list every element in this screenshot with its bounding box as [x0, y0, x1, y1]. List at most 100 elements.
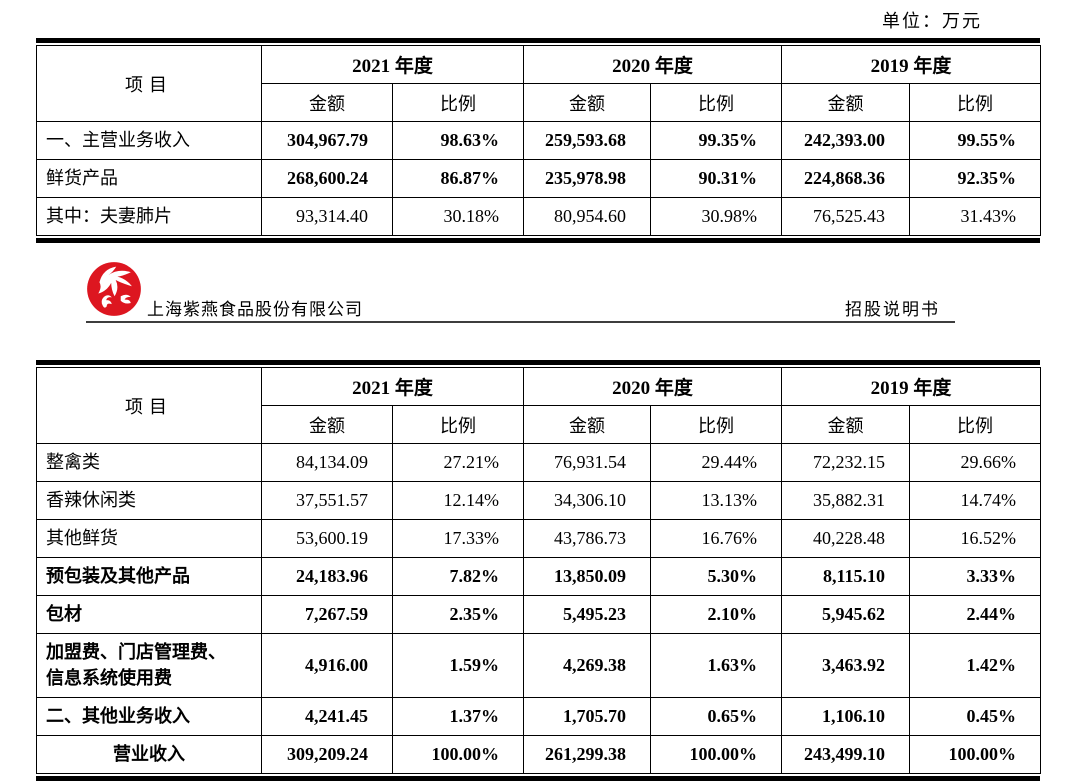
- row-label: 整禽类: [36, 443, 262, 482]
- cell-ratio: 90.31%: [650, 159, 783, 198]
- cell-amount: 261,299.38: [523, 735, 652, 774]
- row-label: 其他鲜货: [36, 519, 262, 558]
- row-label: 香辣休闲类: [36, 481, 262, 520]
- cell-ratio: 100.00%: [391, 735, 525, 774]
- cell-ratio: 30.18%: [391, 197, 525, 236]
- cell-amount: 93,314.40: [261, 197, 393, 236]
- revenue-summary-table: 项目 2021 年度 2020 年度 2019 年度 金额 比例 金额 比例 金…: [36, 38, 1042, 243]
- cell-ratio: 92.35%: [909, 159, 1042, 198]
- cell-amount: 5,495.23: [523, 595, 652, 634]
- cell-ratio: 27.21%: [391, 443, 525, 482]
- header-amount: 金额: [523, 83, 652, 122]
- cell-amount: 3,463.92: [781, 633, 911, 698]
- cell-ratio: 99.35%: [650, 121, 783, 160]
- header-year-2020: 2020 年度: [523, 367, 783, 406]
- cell-ratio: 12.14%: [391, 481, 525, 520]
- cell-amount: 8,115.10: [781, 557, 911, 596]
- cell-amount: 43,786.73: [523, 519, 652, 558]
- cell-amount: 13,850.09: [523, 557, 652, 596]
- header-ratio: 比例: [650, 405, 783, 444]
- unit-label: 单位：万元: [882, 11, 982, 31]
- header-amount: 金额: [523, 405, 652, 444]
- cell-ratio: 100.00%: [650, 735, 783, 774]
- table-row: 二、其他业务收入 4,241.45 1.37% 1,705.70 0.65% 1…: [36, 697, 1042, 736]
- table-row: 鲜货产品 268,600.24 86.87% 235,978.98 90.31%…: [36, 159, 1042, 198]
- cell-ratio: 30.98%: [650, 197, 783, 236]
- cell-amount: 4,269.38: [523, 633, 652, 698]
- table-header-row-sub: 金额 比例 金额 比例 金额 比例: [37, 83, 1042, 122]
- cell-ratio: 99.55%: [909, 121, 1042, 160]
- header-year-2019: 2019 年度: [781, 367, 1042, 406]
- cell-amount: 242,393.00: [781, 121, 911, 160]
- row-label: 预包装及其他产品: [36, 557, 262, 596]
- cell-ratio: 14.74%: [909, 481, 1042, 520]
- header-item: 项目: [36, 45, 262, 122]
- header-ratio: 比例: [391, 405, 525, 444]
- header-amount: 金额: [261, 405, 393, 444]
- cell-amount: 304,967.79: [261, 121, 393, 160]
- table-row: 一、主营业务收入 304,967.79 98.63% 259,593.68 99…: [36, 121, 1042, 160]
- header-year-2020: 2020 年度: [523, 45, 783, 84]
- cell-amount: 7,267.59: [261, 595, 393, 634]
- cell-ratio: 16.52%: [909, 519, 1042, 558]
- header-divider: [86, 321, 955, 323]
- row-label: 其中：夫妻肺片: [36, 197, 262, 236]
- cell-ratio: 16.76%: [650, 519, 783, 558]
- table-row: 整禽类 84,134.09 27.21% 76,931.54 29.44% 72…: [36, 443, 1042, 482]
- row-label: 营业收入: [36, 735, 262, 774]
- header-ratio: 比例: [909, 405, 1042, 444]
- cell-amount: 35,882.31: [781, 481, 911, 520]
- cell-amount: 76,931.54: [523, 443, 652, 482]
- cell-amount: 309,209.24: [261, 735, 393, 774]
- table-row: 其中：夫妻肺片 93,314.40 30.18% 80,954.60 30.98…: [36, 197, 1042, 236]
- cell-amount: 224,868.36: [781, 159, 911, 198]
- cell-ratio: 2.35%: [391, 595, 525, 634]
- row-label: 二、其他业务收入: [36, 697, 262, 736]
- header-year-2021: 2021 年度: [260, 45, 525, 84]
- cell-ratio: 29.66%: [909, 443, 1042, 482]
- header-amount: 金额: [261, 83, 393, 122]
- cell-ratio: 1.42%: [909, 633, 1042, 698]
- cell-amount: 268,600.24: [261, 159, 393, 198]
- cell-ratio: 1.59%: [391, 633, 525, 698]
- cell-ratio: 0.45%: [909, 697, 1042, 736]
- table-row: 香辣休闲类 37,551.57 12.14% 34,306.10 13.13% …: [36, 481, 1042, 520]
- cell-ratio: 5.30%: [650, 557, 783, 596]
- cell-ratio: 31.43%: [909, 197, 1042, 236]
- cell-ratio: 1.37%: [391, 697, 525, 736]
- cell-ratio: 98.63%: [391, 121, 525, 160]
- cell-ratio: 0.65%: [650, 697, 783, 736]
- cell-amount: 37,551.57: [261, 481, 393, 520]
- revenue-detail-table: 项目 2021 年度 2020 年度 2019 年度 金额 比例 金额 比例 金…: [36, 360, 1042, 781]
- header-year-2019: 2019 年度: [781, 45, 1042, 84]
- cell-amount: 40,228.48: [781, 519, 911, 558]
- cell-amount: 1,106.10: [781, 697, 911, 736]
- cell-ratio: 86.87%: [391, 159, 525, 198]
- cell-ratio: 2.10%: [650, 595, 783, 634]
- company-logo-icon: [87, 262, 141, 316]
- cell-ratio: 29.44%: [650, 443, 783, 482]
- row-label: 一、主营业务收入: [36, 121, 262, 160]
- cell-ratio: 3.33%: [909, 557, 1042, 596]
- cell-ratio: 17.33%: [391, 519, 525, 558]
- cell-amount: 4,241.45: [261, 697, 393, 736]
- cell-amount: 243,499.10: [781, 735, 911, 774]
- cell-amount: 84,134.09: [261, 443, 393, 482]
- table-row-total: 营业收入 309,209.24 100.00% 261,299.38 100.0…: [36, 735, 1042, 774]
- cell-ratio: 7.82%: [391, 557, 525, 596]
- header-ratio: 比例: [391, 83, 525, 122]
- cell-amount: 80,954.60: [523, 197, 652, 236]
- cell-ratio: 13.13%: [650, 481, 783, 520]
- cell-amount: 5,945.62: [781, 595, 911, 634]
- table-header-row-years: 项目 2021 年度 2020 年度 2019 年度: [36, 367, 1042, 444]
- cell-amount: 235,978.98: [523, 159, 652, 198]
- row-label: 加盟费、门店管理费、 信息系统使用费: [36, 633, 262, 698]
- cell-ratio: 100.00%: [909, 735, 1042, 774]
- cell-amount: 72,232.15: [781, 443, 911, 482]
- cell-ratio: 1.63%: [650, 633, 783, 698]
- table-row: 预包装及其他产品 24,183.96 7.82% 13,850.09 5.30%…: [36, 557, 1042, 596]
- cell-amount: 1,705.70: [523, 697, 652, 736]
- header-amount: 金额: [781, 83, 911, 122]
- row-label: 鲜货产品: [36, 159, 262, 198]
